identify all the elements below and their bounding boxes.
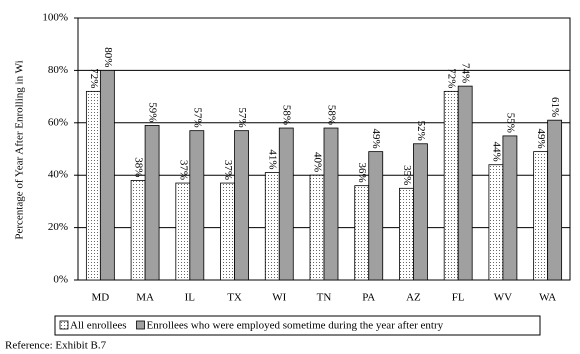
value-label: 36% <box>356 163 368 183</box>
bar <box>264 172 280 281</box>
bar <box>533 151 549 281</box>
bar <box>234 130 249 281</box>
x-tick-label: PA <box>362 292 375 304</box>
bar <box>323 127 339 281</box>
bar <box>502 135 518 281</box>
bar <box>99 70 115 281</box>
value-label: 74% <box>460 63 472 83</box>
bar <box>309 174 325 281</box>
bar <box>175 182 191 281</box>
value-label: 37% <box>177 160 189 180</box>
bar <box>547 119 563 281</box>
x-tick-label: MD <box>91 292 109 304</box>
x-tick-label: TX <box>227 292 242 304</box>
x-tick-label: WA <box>539 292 556 304</box>
value-label: 37% <box>222 160 234 180</box>
x-tick-label: IL <box>185 292 196 304</box>
value-label: 40% <box>311 152 323 172</box>
value-label: 57% <box>236 107 248 127</box>
bar <box>85 90 101 281</box>
y-axis-label: Percentage of Year After Enrolling in Wi <box>14 60 26 239</box>
bar <box>189 130 205 281</box>
value-label: 49% <box>370 128 382 148</box>
note: Reference: Exhibit B.7 <box>5 340 107 352</box>
y-tick-label: 60% <box>48 116 68 128</box>
value-label: 35% <box>401 165 413 185</box>
value-label: 80% <box>102 47 114 67</box>
value-label: 44% <box>490 142 502 162</box>
bar <box>278 127 294 281</box>
value-label: 61% <box>549 97 561 117</box>
legend-label: All enrollees <box>70 320 127 332</box>
legend-label: Enrollees who were employed sometime dur… <box>147 320 444 332</box>
bar <box>488 164 504 281</box>
value-label: 57% <box>191 107 203 127</box>
value-label: 58% <box>281 105 293 125</box>
value-label: 58% <box>325 105 337 125</box>
bar <box>399 187 414 281</box>
x-tick-label: FL <box>452 292 465 304</box>
legend-swatch <box>136 320 145 330</box>
value-label: 38% <box>133 157 145 177</box>
value-label: 49% <box>535 128 547 148</box>
value-label: 72% <box>88 68 100 88</box>
legend-box <box>54 315 541 336</box>
value-label: 59% <box>147 102 159 122</box>
bar <box>457 85 473 281</box>
bar <box>413 143 428 281</box>
y-tick-label: 40% <box>48 169 68 181</box>
legend-swatch <box>59 320 69 330</box>
x-tick-label: WV <box>494 292 512 304</box>
value-label: 72% <box>446 68 458 88</box>
y-tick-label: 20% <box>48 221 68 233</box>
bar <box>354 185 370 281</box>
x-tick-label: AZ <box>406 292 421 304</box>
y-tick-label: 80% <box>48 64 68 76</box>
x-tick-label: WI <box>272 292 286 304</box>
x-tick-label: TN <box>317 292 332 304</box>
bar <box>130 180 146 281</box>
x-tick-label: MA <box>136 292 154 304</box>
bar <box>220 182 235 281</box>
y-tick-label: 100% <box>42 12 68 24</box>
value-label: 55% <box>504 113 516 133</box>
value-label: 41% <box>267 149 279 169</box>
bar <box>144 125 160 281</box>
y-tick-label: 0% <box>53 274 68 286</box>
value-label: 52% <box>415 121 427 141</box>
bar <box>368 151 384 281</box>
bar <box>443 90 459 281</box>
